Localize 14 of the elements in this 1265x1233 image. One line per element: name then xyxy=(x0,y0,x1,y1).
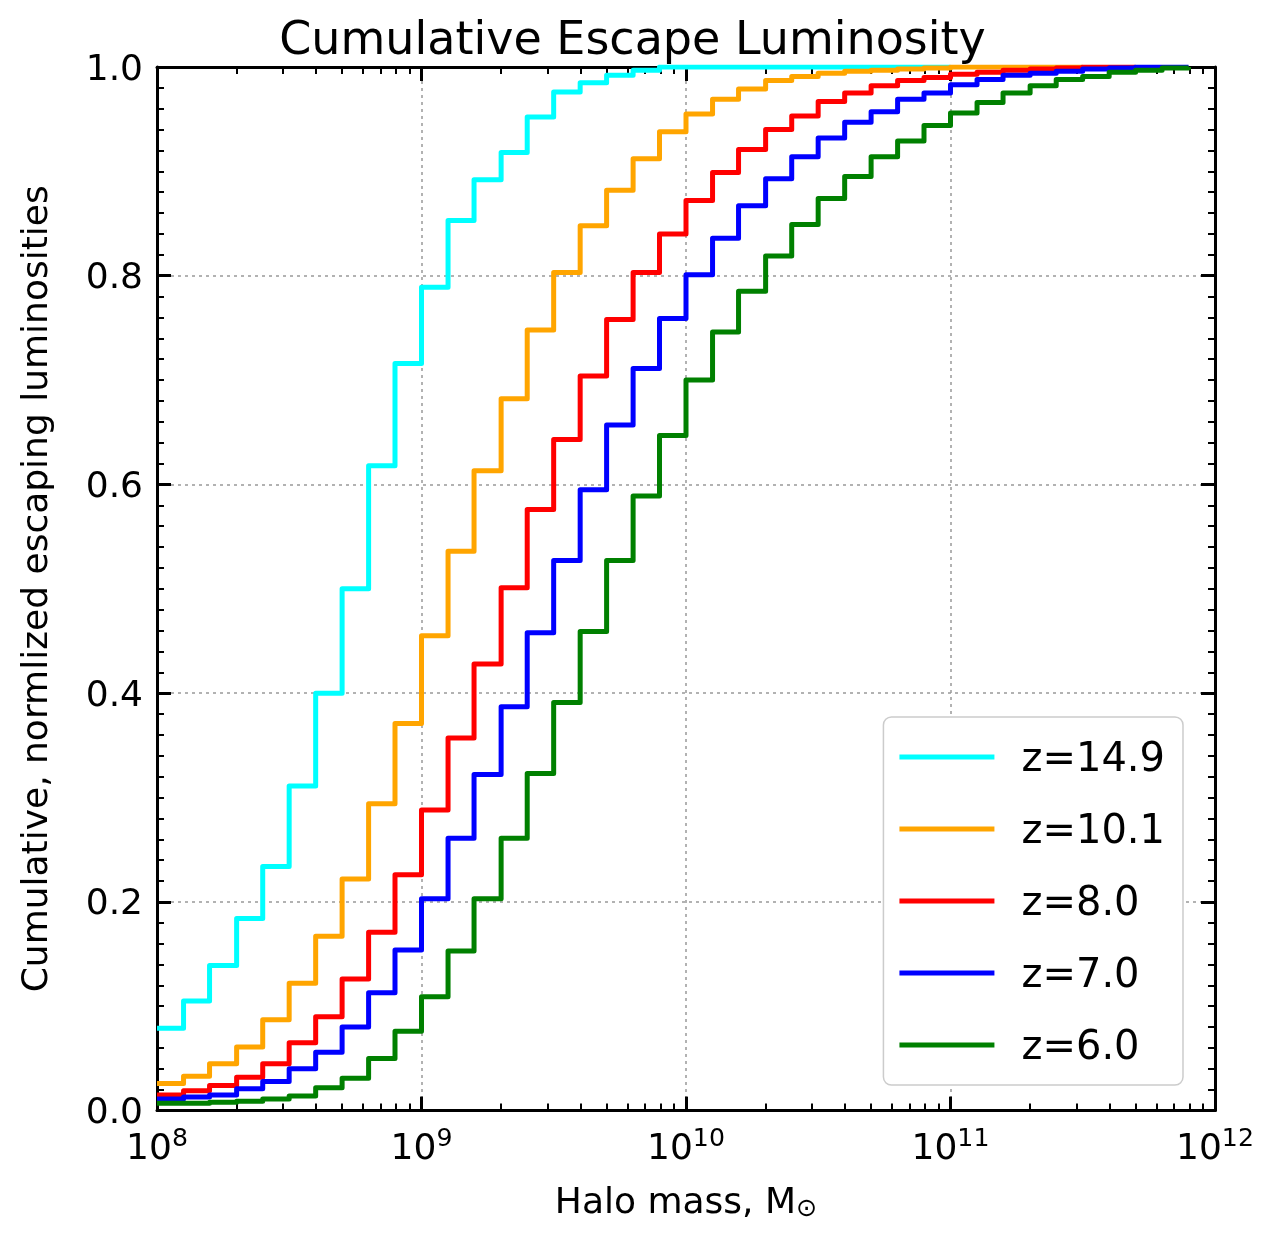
y-tick-label: 0.2 xyxy=(85,881,143,923)
y-tick-label: 0.6 xyxy=(85,463,143,505)
legend-label: z=6.0 xyxy=(1021,1022,1140,1068)
x-axis-title: Halo mass, M⊙ xyxy=(554,1179,818,1222)
y-tick-label: 1.0 xyxy=(85,46,143,88)
legend-label: z=10.1 xyxy=(1021,806,1165,852)
legend-label: z=8.0 xyxy=(1021,878,1140,924)
y-tick-label: 0.4 xyxy=(85,672,143,714)
y-axis-title: Cumulative, normlized escaping luminosities xyxy=(13,185,55,993)
y-tick-label: 0.8 xyxy=(85,255,143,297)
chart-title: Cumulative Escape Luminosity xyxy=(279,11,986,65)
y-tick-label: 0.0 xyxy=(85,1090,143,1132)
legend-label: z=14.9 xyxy=(1021,734,1165,780)
legend-label: z=7.0 xyxy=(1021,950,1140,996)
